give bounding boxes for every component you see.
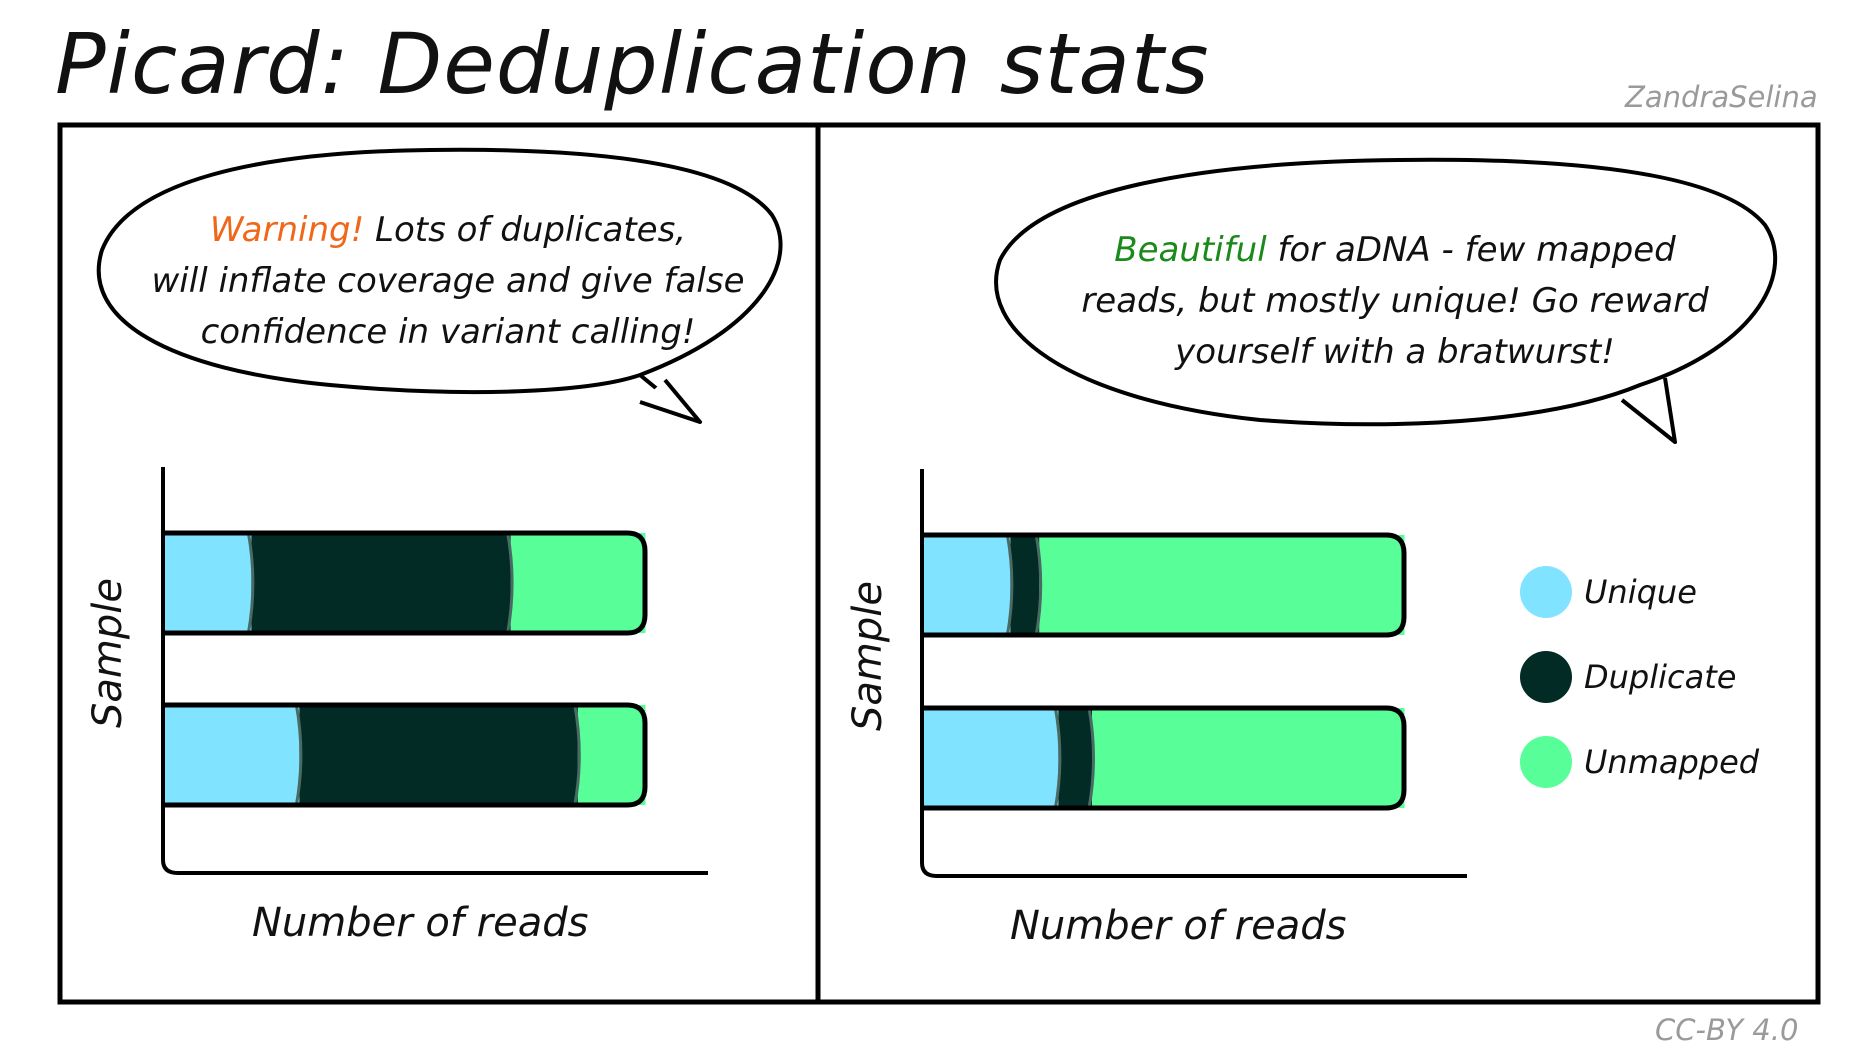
bar-segment-divider [1053,707,1062,809]
bar-outline [165,702,648,808]
bubble-right-line-1: for aDNA - few mapped [1266,230,1676,270]
bar-segment-duplicate [1010,535,1040,635]
bar-segment-unique [924,708,1059,808]
chart-left-axes [161,467,708,875]
author-credit: ZandraSelina [1625,80,1818,114]
bar-segment-unique [165,705,300,805]
legend-label-unique: Unique [1584,573,1697,611]
bubble-left-line-1: Lots of duplicates, [364,210,687,250]
chart-right-bars [924,532,1407,811]
speech-text-right: Beautiful for aDNA - few mapped reads, b… [1025,225,1765,378]
warning-word: Warning! [209,210,365,250]
bar-segment-unmapped [510,533,646,633]
bar-segment-divider [1087,707,1095,809]
bar-segment-duplicate [251,533,512,633]
beautiful-word: Beautiful [1114,230,1267,270]
x-axis-label-left: Number of reads [252,900,589,946]
chart-left-bars [165,530,648,808]
bar-segment-divider [294,704,303,806]
legend-swatch-unique [1520,566,1572,618]
bubble-left-line-2: will inflate coverage and give false [151,261,745,301]
bar-segment-unmapped [1039,535,1405,635]
bubble-right-line-2: reads, but mostly unique! Go reward [1081,281,1709,321]
bar-outline [924,532,1407,638]
speech-text-left: Warning! Lots of duplicates, will inflat… [118,205,778,358]
bar-outline [165,530,648,636]
speech-bubble-right [994,157,1778,427]
bubble-right-line-3: yourself with a bratwurst! [1175,332,1615,372]
bar-segment-divider [246,532,255,634]
bar-segment-unique [924,535,1011,635]
legend-swatch-duplicate [1520,651,1572,703]
chart-right-axes [920,469,1467,878]
y-axis-label-right: Sample [845,581,891,731]
y-axis-label-left: Sample [85,578,131,728]
comic-frame [57,122,1821,1005]
bar-segment-unmapped [1092,708,1405,808]
bar-segment-divider [1034,534,1043,636]
bar-outline [924,705,1407,811]
legend-item-unique: Unique [1520,566,1697,618]
legend-item-unmapped: Unmapped [1520,736,1759,788]
license-credit: CC-BY 4.0 [1655,1013,1799,1047]
bar-segment-duplicate [299,705,579,805]
bar-segment-unique [165,533,252,633]
speech-bubble-left-tail [639,378,702,424]
legend-label-unmapped: Unmapped [1584,743,1760,781]
bar-segment-divider [1005,534,1014,636]
bar-segment-duplicate [1058,708,1093,808]
bar-segment-divider [506,532,514,634]
comic-title: Picard: Deduplication stats [55,15,1210,113]
bar-segment-unmapped [577,705,646,805]
x-axis-label-right: Number of reads [1010,903,1347,949]
speech-bubble-right-tail [1620,377,1677,444]
bubble-left-line-3: confidence in variant calling! [200,312,696,352]
legend-item-duplicate: Duplicate [1520,651,1736,703]
legend-swatch-unmapped [1520,736,1572,788]
legend-label-duplicate: Duplicate [1584,658,1737,696]
bar-segment-divider [573,704,581,806]
